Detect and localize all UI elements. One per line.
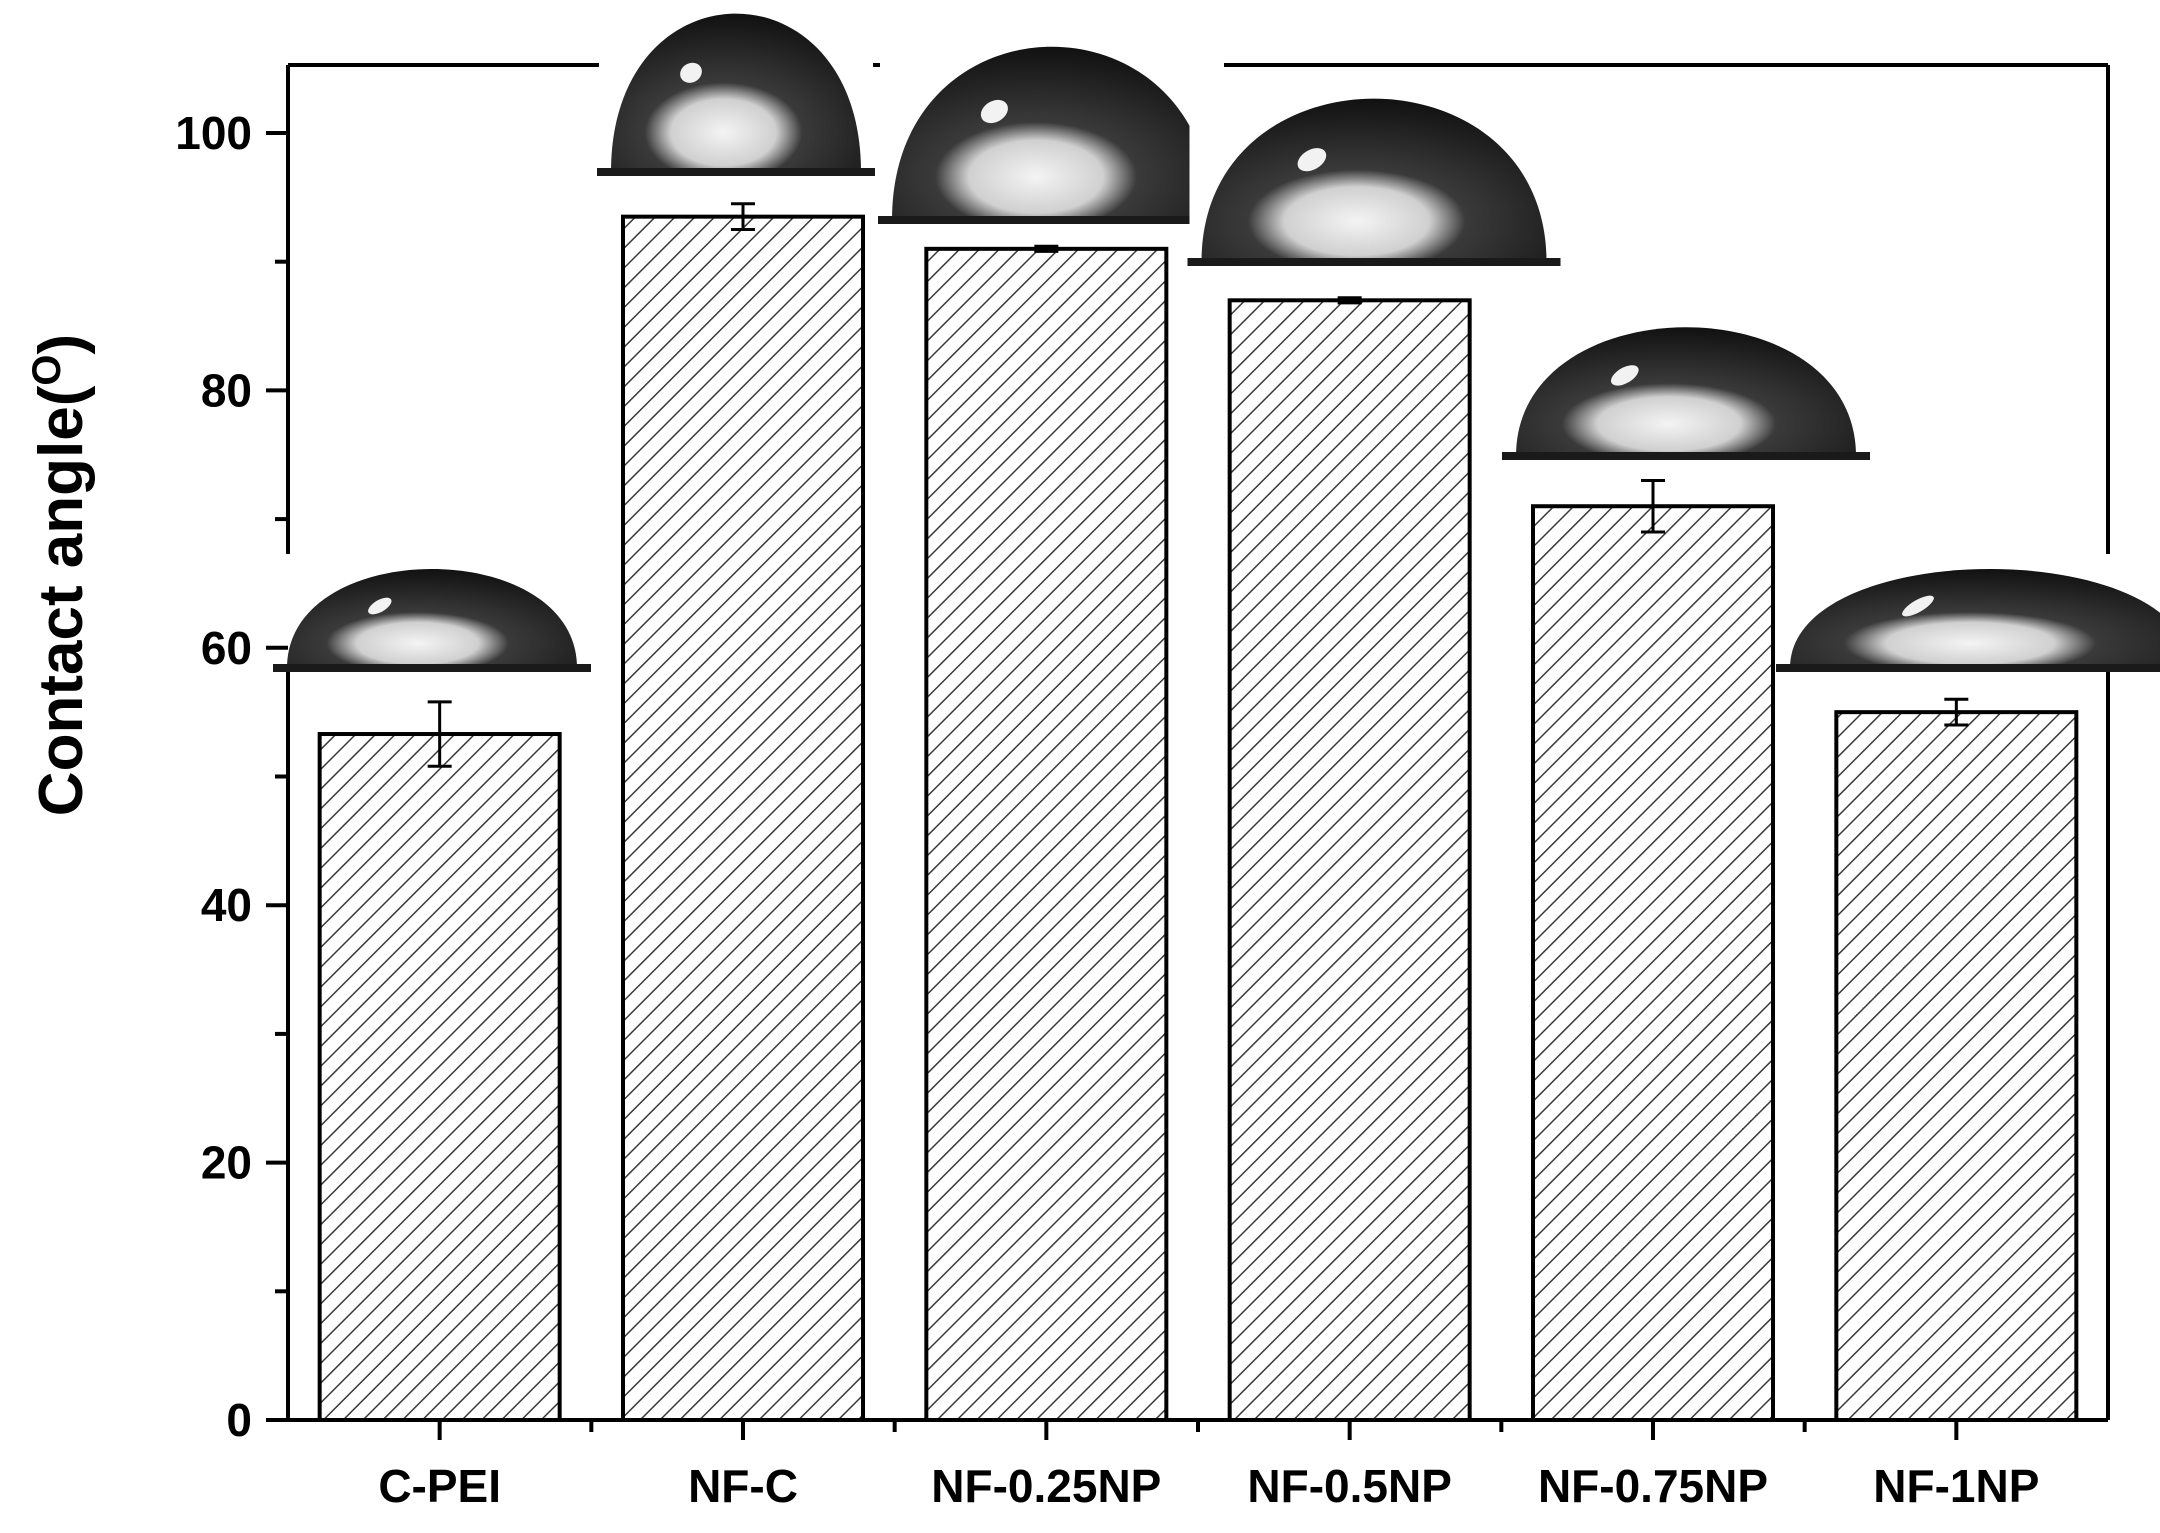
insets-layer (273, 0, 2160, 672)
error-bar (427, 700, 452, 768)
droplet-image (1776, 554, 2160, 672)
x-tick-label: NF-0.25NP (931, 1460, 1161, 1512)
bar-nf-0-25np (924, 246, 1169, 1423)
y-tick-label: 80 (201, 364, 252, 416)
error-bar (1034, 244, 1059, 253)
bar-nf-0-75np (1531, 504, 1775, 1423)
y-tick-label: 0 (226, 1394, 252, 1446)
x-tick-label: C-PEI (378, 1460, 501, 1512)
error-bar (1944, 697, 1969, 727)
droplet-image (273, 554, 591, 672)
y-tick-label: 100 (175, 107, 252, 159)
y-tick-label: 40 (201, 879, 252, 931)
y-tick-label: 60 (201, 622, 252, 674)
x-tick-label: NF-0.5NP (1247, 1460, 1451, 1512)
bar-nf-1np (1834, 710, 2079, 1422)
error-bar (1337, 296, 1362, 305)
x-tick-label: NF-0.75NP (1538, 1460, 1768, 1512)
bars-layer (317, 214, 2079, 1423)
bar-nf-0-5np (1227, 298, 1472, 1422)
droplet-image (1187, 83, 1561, 266)
y-axis-title: Contact angle(O) (25, 334, 96, 816)
x-tick-label: NF-C (688, 1460, 798, 1512)
droplet-image (878, 31, 1226, 224)
error-bars-layer (427, 202, 1969, 768)
droplet-image (597, 0, 875, 176)
y-tick-label: 20 (201, 1137, 252, 1189)
error-bar (1641, 478, 1665, 534)
axes-layer: 0 20 40 60 80 100 C-PEI NF-C NF-0.25NP NF-0.5NP NF… (175, 107, 2039, 1512)
error-bar (731, 202, 755, 232)
x-tick-label: NF-1NP (1873, 1460, 2039, 1512)
bar-c-pei (317, 732, 562, 1422)
bar-nf-c (621, 214, 865, 1422)
droplet-image (1502, 312, 1870, 460)
